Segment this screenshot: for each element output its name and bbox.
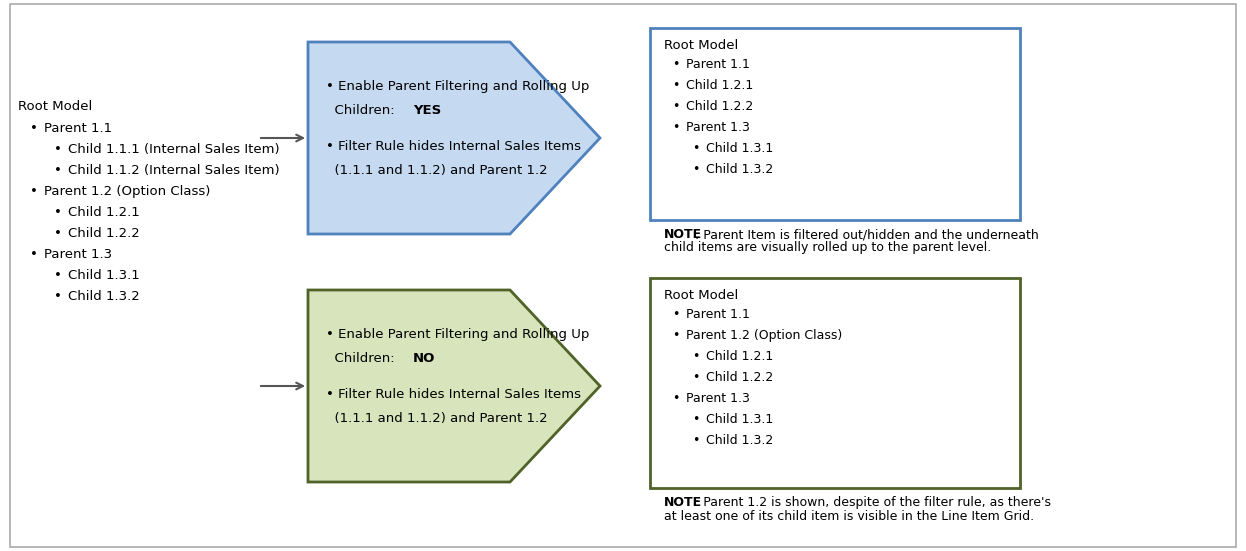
Text: Parent 1.1: Parent 1.1 <box>687 308 750 321</box>
Text: •: • <box>692 163 699 176</box>
Text: Parent 1.3: Parent 1.3 <box>687 121 750 134</box>
Text: Child 1.3.1: Child 1.3.1 <box>706 413 774 426</box>
Text: Root Model: Root Model <box>664 289 738 302</box>
Text: (1.1.1 and 1.1.2) and Parent 1.2: (1.1.1 and 1.1.2) and Parent 1.2 <box>326 412 548 425</box>
Text: •: • <box>672 79 679 92</box>
Text: Children:: Children: <box>326 104 399 117</box>
Text: Parent 1.1: Parent 1.1 <box>44 122 112 135</box>
Text: •: • <box>672 329 679 342</box>
Text: •: • <box>672 58 679 71</box>
Text: •: • <box>672 121 679 134</box>
Text: at least one of its child item is visible in the Line Item Grid.: at least one of its child item is visibl… <box>664 510 1034 522</box>
Text: Child 1.3.2: Child 1.3.2 <box>69 290 140 303</box>
Text: •: • <box>692 142 699 155</box>
Text: Child 1.3.2: Child 1.3.2 <box>706 163 774 176</box>
Text: Child 1.3.1: Child 1.3.1 <box>69 269 140 282</box>
Text: Children:: Children: <box>326 352 399 365</box>
Text: Parent 1.3: Parent 1.3 <box>44 248 112 261</box>
Text: •: • <box>692 371 699 384</box>
Text: Root Model: Root Model <box>17 100 92 113</box>
Text: •: • <box>692 413 699 426</box>
Text: NOTE: NOTE <box>664 496 703 509</box>
Text: •: • <box>54 227 62 240</box>
Text: •: • <box>54 206 62 219</box>
Text: Child 1.3.2: Child 1.3.2 <box>706 434 774 447</box>
Text: YES: YES <box>414 104 441 117</box>
Text: •: • <box>54 269 62 282</box>
Text: •: • <box>672 100 679 113</box>
Text: Child 1.1.2 (Internal Sales Item): Child 1.1.2 (Internal Sales Item) <box>69 164 279 177</box>
Text: •: • <box>30 122 37 135</box>
Text: • Filter Rule hides Internal Sales Items: • Filter Rule hides Internal Sales Items <box>326 140 581 153</box>
Text: •: • <box>30 185 37 198</box>
Text: •: • <box>672 308 679 321</box>
Text: •: • <box>672 392 679 405</box>
Text: Parent 1.1: Parent 1.1 <box>687 58 750 71</box>
Text: •: • <box>692 434 699 447</box>
Text: Parent 1.2 (Option Class): Parent 1.2 (Option Class) <box>44 185 211 198</box>
Text: Child 1.2.1: Child 1.2.1 <box>687 79 754 92</box>
Text: Child 1.2.2: Child 1.2.2 <box>687 100 754 113</box>
Text: Child 1.2.1: Child 1.2.1 <box>69 206 140 219</box>
Text: NO: NO <box>414 352 435 365</box>
Text: Child 1.2.2: Child 1.2.2 <box>69 227 140 240</box>
Text: Child 1.1.1 (Internal Sales Item): Child 1.1.1 (Internal Sales Item) <box>69 143 279 156</box>
Text: • Filter Rule hides Internal Sales Items: • Filter Rule hides Internal Sales Items <box>326 388 581 401</box>
Text: (1.1.1 and 1.1.2) and Parent 1.2: (1.1.1 and 1.1.2) and Parent 1.2 <box>326 164 548 177</box>
Text: •: • <box>54 164 62 177</box>
Polygon shape <box>308 42 601 234</box>
Text: •: • <box>54 143 62 156</box>
Text: Root Model: Root Model <box>664 39 738 52</box>
Text: Parent 1.3: Parent 1.3 <box>687 392 750 405</box>
Polygon shape <box>308 290 601 482</box>
Text: • Enable Parent Filtering and Rolling Up: • Enable Parent Filtering and Rolling Up <box>326 328 589 341</box>
Text: Child 1.2.2: Child 1.2.2 <box>706 371 774 384</box>
Text: •: • <box>30 248 37 261</box>
FancyBboxPatch shape <box>650 278 1020 488</box>
Text: : Parent 1.2 is shown, despite of the filter rule, as there's: : Parent 1.2 is shown, despite of the fi… <box>695 496 1050 509</box>
Text: Child 1.2.1: Child 1.2.1 <box>706 350 774 363</box>
Text: : Parent Item is filtered out/hidden and the underneath: : Parent Item is filtered out/hidden and… <box>695 228 1039 241</box>
Text: Parent 1.2 (Option Class): Parent 1.2 (Option Class) <box>687 329 842 342</box>
FancyBboxPatch shape <box>650 28 1020 220</box>
Text: NOTE: NOTE <box>664 228 703 241</box>
Text: • Enable Parent Filtering and Rolling Up: • Enable Parent Filtering and Rolling Up <box>326 80 589 93</box>
Text: •: • <box>692 350 699 363</box>
Text: Child 1.3.1: Child 1.3.1 <box>706 142 774 155</box>
Text: •: • <box>54 290 62 303</box>
Text: child items are visually rolled up to the parent level.: child items are visually rolled up to th… <box>664 241 992 255</box>
